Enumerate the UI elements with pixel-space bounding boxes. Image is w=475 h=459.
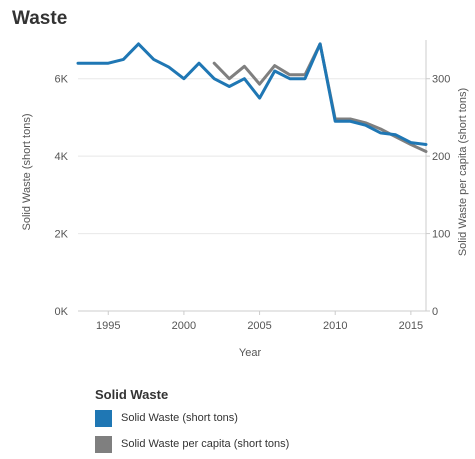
legend-item-solid-waste-per-capita[interactable]: Solid Waste per capita (short tons)	[95, 433, 289, 455]
legend-item-solid-waste[interactable]: Solid Waste (short tons)	[95, 407, 289, 429]
y-right-tick-label: 200	[432, 151, 450, 163]
gridlines	[78, 79, 426, 311]
x-tick-label: 1995	[96, 320, 120, 332]
y-right-tick-label: 300	[432, 74, 450, 86]
x-axis-label: Year	[239, 347, 262, 359]
y-right-axis-label: Solid Waste per capita (short tons)	[457, 88, 469, 256]
y-right-tick-label: 100	[432, 229, 450, 241]
legend-label: Solid Waste per capita (short tons)	[121, 438, 289, 450]
y-left-tick-label: 4K	[55, 151, 69, 163]
y-left-tick-label: 6K	[55, 74, 69, 86]
x-ticks: 1995 2000 2005 2010 2015	[96, 311, 423, 332]
x-tick-label: 2010	[323, 320, 347, 332]
x-tick-label: 2015	[399, 320, 423, 332]
y-left-ticks: 0K 2K 4K 6K	[55, 74, 69, 318]
legend-label: Solid Waste (short tons)	[121, 412, 238, 424]
legend-title: Solid Waste	[95, 387, 289, 402]
legend: Solid Waste Solid Waste (short tons) Sol…	[95, 387, 289, 459]
y-left-tick-label: 2K	[55, 229, 69, 241]
waste-line-chart: 0K 2K 4K 6K 0 100 200 300 1995 2000 2005 2010 2015…	[0, 0, 475, 380]
legend-swatch	[95, 436, 112, 453]
x-tick-label: 2005	[247, 320, 271, 332]
series-lines	[78, 44, 426, 152]
y-right-tick-label: 0	[432, 306, 438, 318]
y-left-tick-label: 0K	[55, 306, 69, 318]
y-right-ticks: 0 100 200 300	[426, 74, 450, 318]
x-tick-label: 2000	[172, 320, 196, 332]
series-line-solid-waste[interactable]	[78, 44, 426, 145]
y-left-axis-label: Solid Waste (short tons)	[21, 114, 33, 231]
legend-swatch	[95, 410, 112, 427]
